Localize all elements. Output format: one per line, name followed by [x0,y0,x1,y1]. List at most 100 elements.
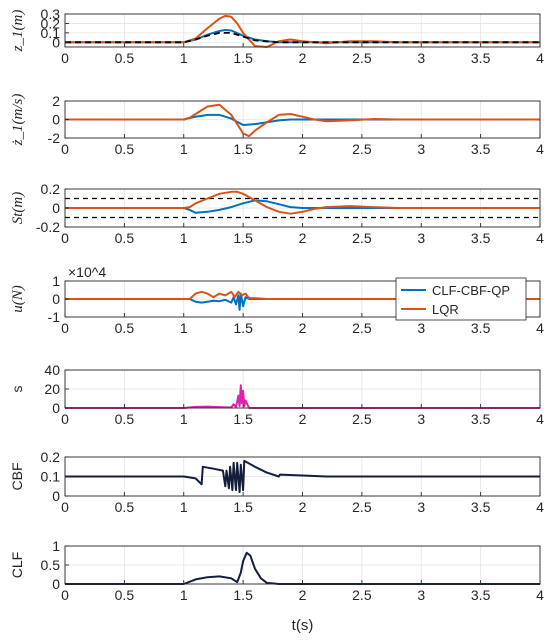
x-tick-label: 3.5 [471,499,491,515]
y-tick-label: 0.3 [41,6,61,22]
x-tick-label: 4 [536,230,544,246]
x-tick-label: 0 [61,499,69,515]
x-tick-label: 3.5 [471,141,491,157]
x-tick-label: 1.5 [233,141,253,157]
x-tick-label: 0.5 [115,141,135,157]
x-tick-label: 3.5 [471,411,491,427]
x-tick-label: 2 [299,320,307,336]
y-tick-label: 2 [52,93,60,109]
y-axis-label: CLF [9,552,25,578]
y-tick-label: 1 [52,538,60,554]
y-tick-label: 0 [52,112,60,128]
x-tick-label: 1 [180,141,188,157]
x-tick-label: 4 [536,50,544,66]
x-tick-label: 3.5 [471,320,491,336]
y-tick-label: 0.2 [41,449,61,465]
y-tick-label: -2 [48,130,61,146]
series-line-lqr [65,190,540,215]
x-tick-label: 4 [536,141,544,157]
x-tick-label: 0.5 [115,50,135,66]
x-tick-label: 2.5 [352,587,372,603]
x-tick-label: 2 [299,411,307,427]
x-tick-label: 3.5 [471,587,491,603]
x-tick-label: 0 [61,411,69,427]
y-tick-label: 0 [52,34,60,50]
x-tick-label: 0 [61,230,69,246]
panel-1: 0 0.5 1 1.5 2 2.5 3 3.5 4 00.10.20.3 z_1(m) [10,6,544,66]
x-axis-label: t(s) [292,617,314,634]
x-tick-label: 3 [417,499,425,515]
x-tick-label: 2.5 [352,141,372,157]
x-tick-label: 1.5 [233,230,253,246]
x-tick-label: 1.5 [233,499,253,515]
x-tick-label: 3 [417,411,425,427]
x-tick-label: 2 [299,587,307,603]
y-tick-label: 0.2 [41,181,61,197]
x-tick-label: 3 [417,320,425,336]
x-tick-label: 3 [417,141,425,157]
x-tick-label: 0 [61,320,69,336]
y-tick-label: 0.5 [41,557,61,573]
x-tick-label: 2 [299,50,307,66]
x-tick-label: 1 [180,50,188,66]
y-axis-label: s [9,386,25,393]
x-tick-label: 4 [536,411,544,427]
y-axis-label: z_1(m) [10,10,26,53]
y-tick-label: 0.1 [41,25,61,41]
y-tick-label: -1 [48,309,61,325]
x-tick-label: 2 [299,499,307,515]
legend: CLF-CBF-QP LQR [395,277,527,321]
series-line-dark [65,551,540,585]
x-tick-label: 1 [180,411,188,427]
y-axis-label: u(N) [10,285,26,313]
x-tick-label: 2 [299,230,307,246]
legend-box [395,277,527,321]
y-axis-label: ż_1(m/s) [10,94,26,147]
u-exponent-label: ×10^4 [68,264,106,280]
x-tick-label: 0 [61,50,69,66]
x-tick-label: 2.5 [352,230,372,246]
y-axis-label: St(m) [10,192,26,225]
y-axis-label: CBF [9,463,25,491]
x-tick-label: 1 [180,230,188,246]
x-tick-label: 3.5 [471,230,491,246]
series-line-clf [65,292,540,311]
x-tick-label: 0.5 [115,320,135,336]
x-tick-label: 1.5 [233,50,253,66]
y-tick-label: 40 [44,362,60,378]
series-line-clf [65,113,540,126]
x-tick-label: 3.5 [471,50,491,66]
x-tick-label: 3 [417,587,425,603]
x-tick-label: 0.5 [115,499,135,515]
series-line-dark [65,459,540,494]
panel-3: 0 0.5 1 1.5 2 2.5 3 3.5 4-0.200.2St(m) [10,181,544,246]
x-tick-label: 2.5 [352,50,372,66]
y-tick-label: 0 [52,488,60,504]
series-line-lqr [65,103,540,138]
x-tick-label: 1.5 [233,411,253,427]
series-line-slack [65,384,540,409]
x-tick-label: 2.5 [352,320,372,336]
x-tick-label: 1 [180,499,188,515]
y-tick-label: 20 [44,381,60,397]
x-tick-label: 0 [61,141,69,157]
x-tick-label: 0.5 [115,411,135,427]
x-tick-label: 3 [417,230,425,246]
x-tick-label: 0 [61,587,69,603]
y-tick-label: 0 [52,400,60,416]
x-tick-label: 1.5 [233,320,253,336]
x-tick-label: 3 [417,50,425,66]
y-tick-label: -0.2 [36,219,60,235]
legend-entry-clf: CLF-CBF-QP [432,283,510,298]
x-tick-label: 1.5 [233,587,253,603]
series-line-lqr [65,290,540,300]
x-tick-label: 1 [180,587,188,603]
y-tick-label: 0.2 [41,15,61,31]
series-line-clf [65,199,540,214]
x-tick-label: 4 [536,499,544,515]
